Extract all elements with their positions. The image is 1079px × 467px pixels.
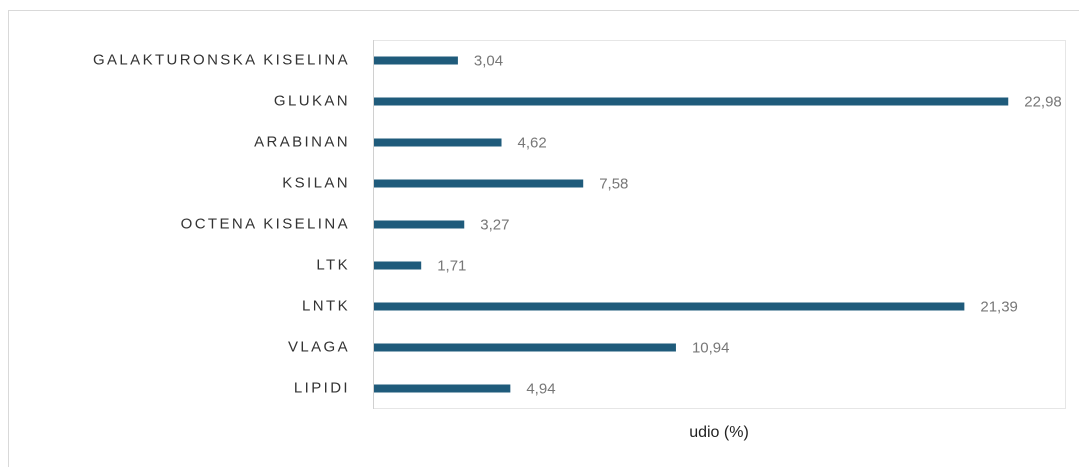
data-label: 21,39 — [980, 298, 1018, 315]
y-tick-label: OCTENA KISELINA — [181, 215, 350, 232]
data-label: 3,04 — [474, 52, 503, 69]
bar — [374, 343, 676, 352]
y-tick-label: GLUKAN — [274, 92, 350, 109]
data-label: 22,98 — [1024, 93, 1062, 110]
data-label: 4,94 — [526, 380, 555, 397]
y-tick-label: LTK — [316, 256, 350, 273]
bar — [374, 384, 511, 393]
bar — [374, 97, 1009, 106]
bar — [374, 56, 458, 65]
y-tick-label: LIPIDI — [294, 379, 350, 396]
data-label: 4,62 — [518, 134, 547, 151]
y-tick-label: KSILAN — [282, 174, 350, 191]
data-label: 1,71 — [437, 257, 466, 274]
chart-border — [8, 10, 1079, 467]
x-axis-label: udio (%) — [689, 424, 749, 441]
bar — [374, 138, 502, 147]
data-label: 7,58 — [599, 175, 628, 192]
y-tick-label: GALAKTURONSKA KISELINA — [93, 51, 350, 68]
bar — [374, 179, 584, 188]
y-tick-label: VLAGA — [288, 338, 350, 355]
data-label: 10,94 — [692, 339, 730, 356]
bar — [374, 261, 422, 270]
y-tick-label: LNTK — [302, 297, 350, 314]
data-label: 3,27 — [480, 216, 509, 233]
bar — [374, 220, 465, 229]
bar — [374, 302, 965, 311]
y-tick-label: ARABINAN — [254, 133, 350, 150]
